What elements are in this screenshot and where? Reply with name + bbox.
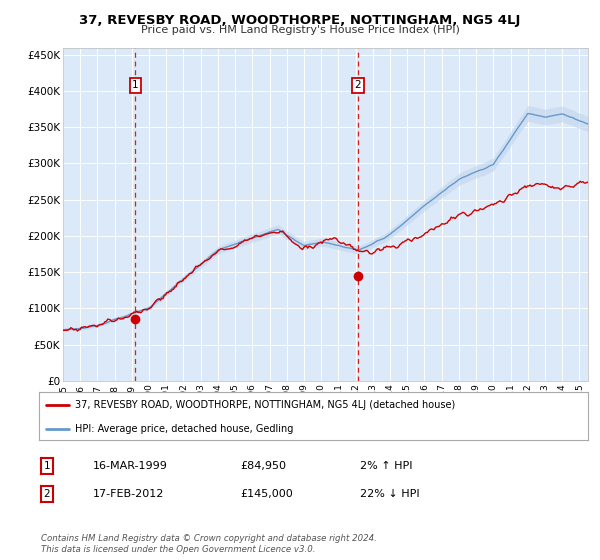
Text: 17-FEB-2012: 17-FEB-2012 xyxy=(93,489,164,499)
Text: 1: 1 xyxy=(132,80,139,90)
Text: 37, REVESBY ROAD, WOODTHORPE, NOTTINGHAM, NG5 4LJ (detached house): 37, REVESBY ROAD, WOODTHORPE, NOTTINGHAM… xyxy=(74,400,455,410)
Text: 16-MAR-1999: 16-MAR-1999 xyxy=(93,461,168,471)
Text: Contains HM Land Registry data © Crown copyright and database right 2024.
This d: Contains HM Land Registry data © Crown c… xyxy=(41,534,377,554)
Text: 22% ↓ HPI: 22% ↓ HPI xyxy=(360,489,419,499)
Text: HPI: Average price, detached house, Gedling: HPI: Average price, detached house, Gedl… xyxy=(74,424,293,434)
Text: £84,950: £84,950 xyxy=(240,461,286,471)
Text: 1: 1 xyxy=(43,461,50,471)
Text: 2: 2 xyxy=(43,489,50,499)
Text: 2% ↑ HPI: 2% ↑ HPI xyxy=(360,461,413,471)
Text: £145,000: £145,000 xyxy=(240,489,293,499)
Text: 37, REVESBY ROAD, WOODTHORPE, NOTTINGHAM, NG5 4LJ: 37, REVESBY ROAD, WOODTHORPE, NOTTINGHAM… xyxy=(79,14,521,27)
Text: Price paid vs. HM Land Registry's House Price Index (HPI): Price paid vs. HM Land Registry's House … xyxy=(140,25,460,35)
Text: 2: 2 xyxy=(355,80,361,90)
